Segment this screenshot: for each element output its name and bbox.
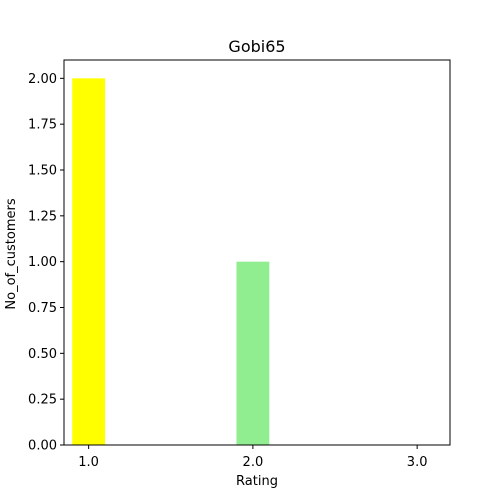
y-tick-label: 1.75 bbox=[28, 118, 57, 133]
x-tick-label: 2.0 bbox=[243, 455, 264, 470]
plot-area-frame bbox=[63, 59, 451, 446]
x-tick-label: 1.0 bbox=[78, 455, 99, 470]
x-axis-label: Rating bbox=[236, 474, 278, 489]
y-tick-label: 1.25 bbox=[28, 209, 57, 224]
y-axis-ticks: 0.00 0.25 0.50 0.75 1.00 1.25 1.50 1.75 2.00 bbox=[28, 72, 64, 454]
y-tick-label: 0.50 bbox=[28, 347, 57, 362]
y-tick-label: 0.75 bbox=[28, 301, 57, 316]
x-axis-ticks: 1.0 2.0 3.0 bbox=[78, 445, 427, 470]
y-tick-label: 2.00 bbox=[28, 72, 57, 87]
bar-2.0 bbox=[236, 261, 270, 445]
bar-1.0 bbox=[72, 78, 106, 445]
y-tick-label: 0.00 bbox=[28, 439, 57, 454]
y-tick-label: 1.50 bbox=[28, 164, 57, 179]
y-tick-label: 1.00 bbox=[28, 255, 57, 270]
x-tick-label: 3.0 bbox=[407, 455, 428, 470]
bars-group bbox=[72, 78, 270, 445]
chart-title: Gobi65 bbox=[228, 37, 285, 56]
y-axis-label: No_of_customers bbox=[4, 198, 19, 309]
y-tick-label: 0.25 bbox=[28, 393, 57, 408]
